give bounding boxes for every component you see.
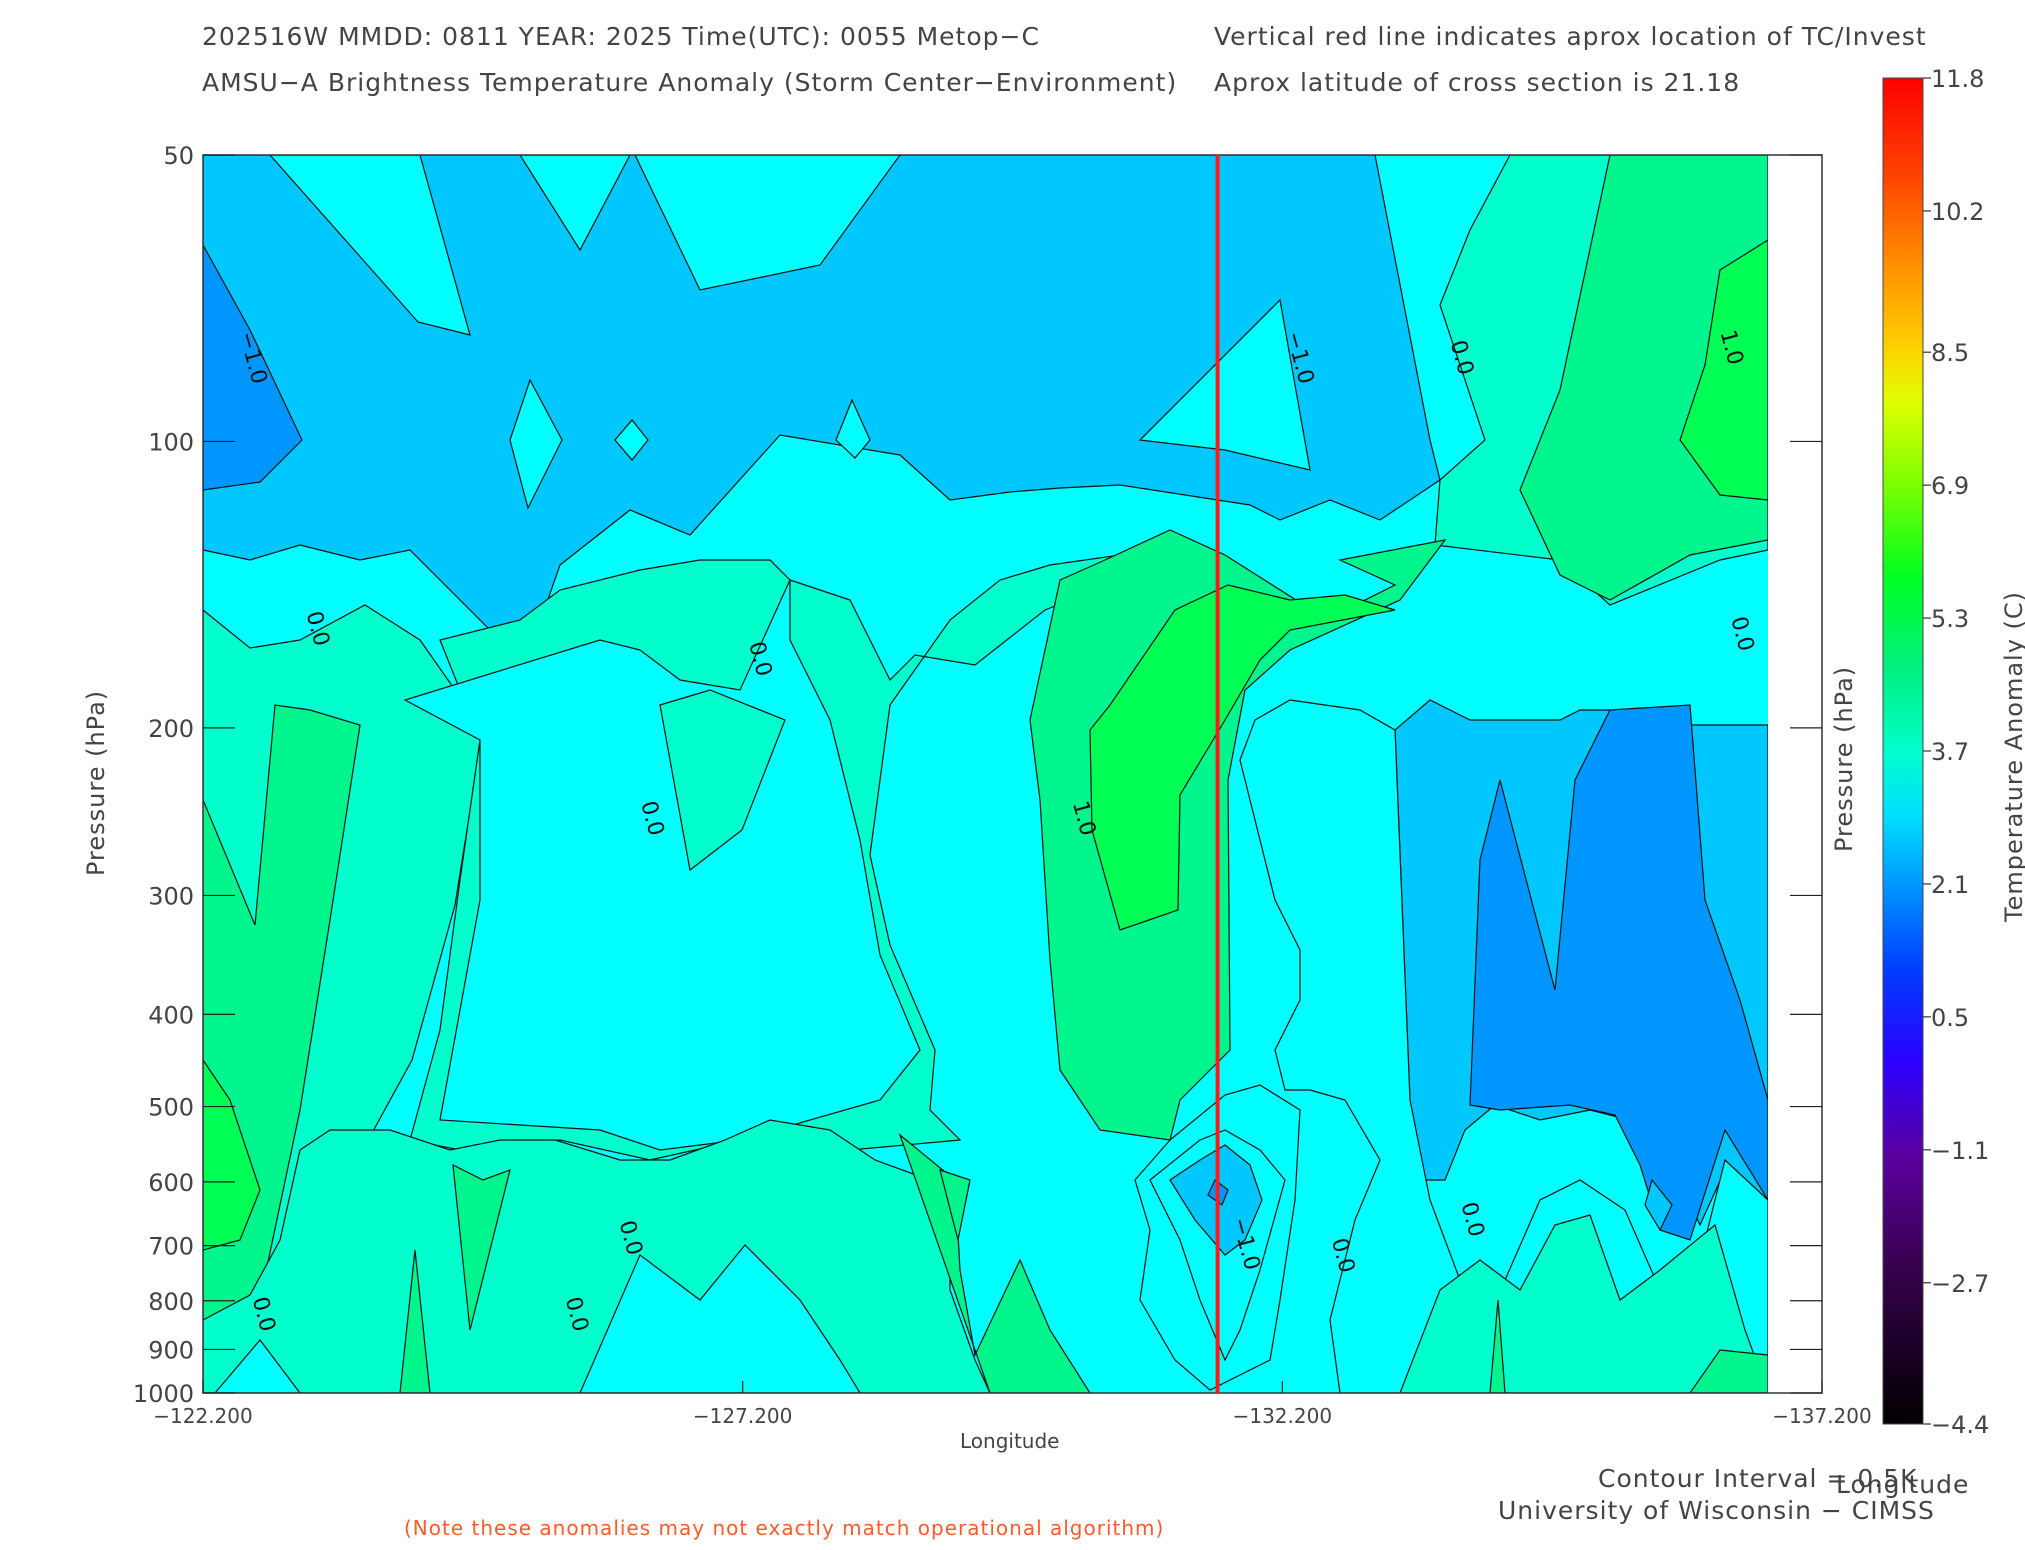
header-line1-right: Vertical red line indicates aprox locati… [1214, 22, 1927, 51]
y-tick-label: 1000 [133, 1380, 194, 1408]
fill-left-warm-band-3 [203, 1058, 261, 1251]
fill-bottom-green-4 [399, 1249, 431, 1393]
y-tick-label: 300 [148, 882, 194, 910]
colorbar-label: Temperature Anomaly (C) [2000, 590, 2025, 922]
fill-cyan-island-2 [614, 419, 649, 461]
colorbar-tick-label: 6.9 [1931, 472, 1969, 500]
colorbar [1882, 77, 1924, 1425]
x-tick-label: −137.200 [1772, 1404, 1871, 1428]
colorbar-tick-label: 5.3 [1931, 605, 1969, 633]
y-tick-label: 200 [148, 715, 194, 743]
colorbar-tick-label: 10.2 [1931, 198, 1984, 226]
fill-cyan-island-1 [509, 378, 563, 510]
fill-tc-warm-core [1089, 584, 1396, 931]
fill-bottom-cyan-2 [579, 1244, 861, 1393]
fill-bottom-green-right [1489, 1299, 1506, 1393]
fill-upper-right-warm-3 [1679, 239, 1768, 501]
colorbar-tick-label: 0.5 [1931, 1004, 1969, 1032]
fill-bottom-warm [203, 1119, 991, 1393]
plot-frame [202, 154, 1823, 1394]
x-axis-ticks: −122.200 −127.200 −132.200 −137.200 [153, 1381, 1872, 1428]
y-axis-label: Pressure (hPa) [82, 689, 110, 876]
fill-right-cyan-band [1239, 699, 1768, 1393]
plot-right-margin [1768, 155, 1822, 1393]
colorbar-tick-label: −2.7 [1931, 1270, 1989, 1298]
fill-cyan-top-1 [269, 155, 471, 336]
y-tick-label: 400 [148, 1001, 194, 1029]
fill-negative-one-left [203, 244, 303, 491]
x-tick-label: −127.200 [693, 1404, 792, 1428]
fill-right-cold-island [1644, 1178, 1673, 1232]
fill-cyan-island-3 [835, 398, 871, 459]
fill-bottom-warm-right [1399, 1214, 1768, 1393]
fill-upper-cold-band [203, 155, 1441, 667]
fill-bottom-green-1 [452, 1163, 511, 1331]
x-tick-label: −122.200 [153, 1404, 252, 1428]
contour-fills [203, 155, 1768, 1393]
y-tick-label: 50 [163, 142, 194, 170]
y-axis-ticks: 50 100 200 300 400 500 600 700 800 900 1000 [133, 142, 1822, 1408]
chart-title: AMSU−A Brightness Temperature Anomaly (S… [202, 68, 1178, 97]
header-line2-right: Aprox latitude of cross section is 21.18 [1214, 68, 1741, 97]
y-tick-label: 500 [148, 1094, 194, 1122]
y-tick-label: 900 [148, 1336, 194, 1364]
fill-cyan-top-4 [1138, 298, 1311, 471]
colorbar-tick-label: −4.4 [1931, 1411, 1989, 1439]
fill-upper-right-warm-2 [1519, 155, 1768, 601]
fill-bottom-cyan-1 [214, 1339, 301, 1393]
fill-cyan-top-3 [634, 155, 901, 291]
fill-cyan-center [403, 579, 921, 1151]
colorbar-tick-label: −1.1 [1931, 1137, 1989, 1165]
fill-bottom-green-3 [939, 1169, 971, 1241]
fill-bottom-green-right-2 [1689, 1349, 1768, 1393]
y-tick-label: 600 [148, 1169, 194, 1197]
contour-interval-text: Contour Interval = 0.5K [1598, 1464, 1918, 1493]
colorbar-tick-label: 8.5 [1931, 339, 1969, 367]
y-tick-label: 800 [148, 1288, 194, 1316]
fill-inner-warm-patch [659, 689, 786, 872]
x-axis-label: Longitude [960, 1429, 1060, 1453]
fill-right-cold-inner [1469, 704, 1768, 1241]
colorbar-tick-label: 3.7 [1931, 738, 1969, 766]
fill-cyan-top-2 [519, 155, 631, 252]
credit-text: University of Wisconsin − CIMSS [1498, 1496, 1935, 1525]
disclaimer-note: (Note these anomalies may not exactly ma… [404, 1516, 1165, 1540]
colorbar-tick-label: 11.8 [1931, 65, 1984, 93]
y-tick-label: 700 [148, 1233, 194, 1261]
x-tick-label: −132.200 [1233, 1404, 1332, 1428]
colorbar-ticks: 11.8 10.2 8.5 6.9 5.3 3.7 2.1 0.5 −1.1 −2.7 −4.4 [1923, 65, 1989, 1439]
y-tick-label: 100 [148, 428, 194, 456]
colorbar-tick-label: 2.1 [1931, 871, 1969, 899]
header-line1-left: 202516W MMDD: 0811 YEAR: 2025 Time(UTC):… [202, 22, 1040, 51]
x-axis-label-right: Longitude [1836, 1470, 1970, 1499]
y-axis-label-right: Pressure (hPa) [1830, 665, 1858, 852]
